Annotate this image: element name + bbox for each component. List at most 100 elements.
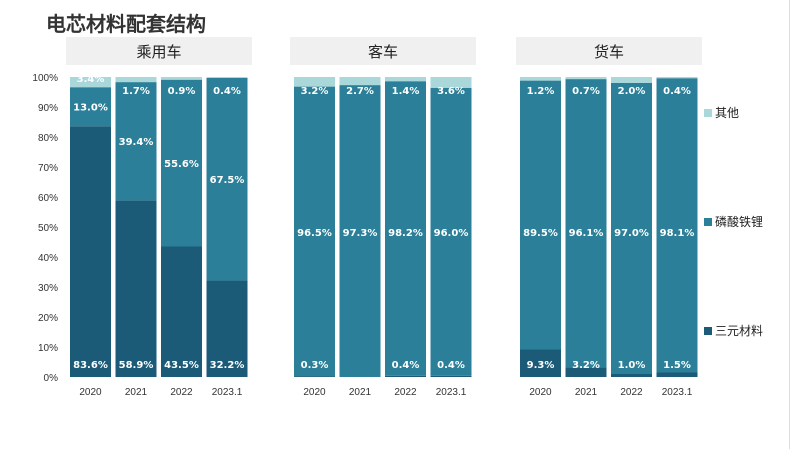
y-tick-label: 0%: [44, 373, 59, 384]
group-header-bg: [66, 37, 252, 65]
data-label: 55.6%: [164, 159, 199, 170]
data-label: 0.4%: [663, 86, 691, 97]
bar-segment: [206, 280, 248, 377]
y-tick-label: 20%: [38, 313, 58, 324]
bar-segment: [520, 77, 561, 81]
bar-segment: [611, 77, 652, 83]
data-label: 3.2%: [301, 86, 329, 97]
data-label: 3.2%: [572, 360, 600, 371]
group-header: 乘用车: [136, 43, 181, 61]
data-label: 39.4%: [119, 137, 154, 148]
group-header-bg: [290, 37, 476, 65]
x-tick-label: 2021: [575, 387, 598, 398]
data-label: 0.4%: [392, 360, 420, 371]
y-tick-label: 70%: [38, 163, 58, 174]
data-label: 89.5%: [523, 228, 558, 239]
x-tick-label: 2021: [125, 387, 148, 398]
group-header-bg: [516, 37, 702, 65]
bar-segment: [70, 126, 111, 377]
legend-swatch: [704, 327, 712, 335]
bar-segment: [161, 77, 202, 80]
bar-segment: [70, 77, 111, 88]
data-label: 2.7%: [346, 86, 374, 97]
divider: [789, 0, 790, 449]
bar-segment: [656, 372, 698, 377]
data-label: 1.5%: [663, 360, 691, 371]
bar-segment: [294, 376, 335, 377]
data-label: 0.3%: [301, 360, 329, 371]
bar-segment: [520, 80, 561, 350]
data-label: 0.4%: [437, 360, 465, 371]
data-label: 1.2%: [527, 86, 555, 97]
x-tick-label: 2020: [79, 387, 102, 398]
chart-title: 电芯材料配套结构: [46, 12, 206, 36]
group-header: 货车: [594, 43, 624, 61]
bar-segment: [339, 77, 381, 86]
legend-swatch: [704, 218, 712, 226]
group-header: 客车: [368, 43, 398, 61]
x-tick-label: 2022: [394, 387, 417, 398]
y-tick-label: 80%: [38, 133, 58, 144]
data-label: 1.7%: [122, 86, 150, 97]
bar-segment: [565, 77, 607, 80]
data-label: 9.3%: [527, 360, 555, 371]
bar-segment: [115, 82, 157, 201]
x-tick-label: 2022: [620, 387, 643, 398]
data-label: 1.4%: [392, 86, 420, 97]
data-label: 32.2%: [210, 360, 245, 371]
bar-segment: [430, 375, 472, 377]
data-label: 96.1%: [569, 228, 604, 239]
bar-segment: [294, 77, 335, 87]
bar-segment: [385, 375, 426, 377]
x-tick-label: 2023.1: [662, 387, 693, 398]
x-tick-label: 2021: [349, 387, 372, 398]
bar-segment: [520, 349, 561, 377]
data-label: 67.5%: [210, 175, 245, 186]
bar-segment: [206, 77, 248, 78]
data-label: 1.0%: [618, 360, 646, 371]
data-label: 13.0%: [73, 103, 108, 114]
bar-segment: [206, 77, 248, 281]
data-label: 98.2%: [388, 228, 423, 239]
bar-segment: [161, 246, 202, 377]
data-label: 0.9%: [168, 86, 196, 97]
bar-segment: [656, 78, 698, 373]
bar-segment: [161, 79, 202, 247]
y-tick-label: 50%: [38, 223, 58, 234]
data-label: 0.4%: [213, 86, 241, 97]
data-label: 97.0%: [614, 228, 649, 239]
bar-segment: [70, 87, 111, 127]
y-tick-label: 10%: [38, 343, 58, 354]
legend-label: 三元材料: [715, 324, 763, 338]
y-tick-label: 90%: [38, 103, 58, 114]
data-label: 0.7%: [572, 86, 600, 97]
bar-segment: [115, 77, 157, 83]
legend-label: 其他: [715, 106, 739, 120]
data-label: 43.5%: [164, 360, 199, 371]
data-label: 97.3%: [343, 228, 378, 239]
x-tick-label: 2023.1: [436, 387, 467, 398]
bar-segment: [656, 77, 698, 79]
bar-segment: [294, 86, 335, 377]
legend-swatch: [704, 109, 712, 117]
bar-segment: [385, 77, 426, 82]
data-label: 3.6%: [437, 86, 465, 97]
data-label: 83.6%: [73, 360, 108, 371]
x-tick-label: 2023.1: [212, 387, 243, 398]
data-label: 58.9%: [119, 360, 154, 371]
data-label: 96.0%: [434, 228, 469, 239]
bar-segment: [565, 367, 607, 377]
y-tick-label: 40%: [38, 253, 58, 264]
y-tick-label: 60%: [38, 193, 58, 204]
data-label: 2.0%: [618, 86, 646, 97]
bar-segment: [430, 87, 472, 376]
y-tick-label: 100%: [32, 73, 58, 84]
data-label: 96.5%: [297, 228, 332, 239]
bar-segment: [611, 374, 652, 377]
x-tick-label: 2020: [303, 387, 326, 398]
data-label: 3.4%: [77, 74, 105, 85]
y-tick-label: 30%: [38, 283, 58, 294]
bar-segment: [339, 85, 381, 377]
